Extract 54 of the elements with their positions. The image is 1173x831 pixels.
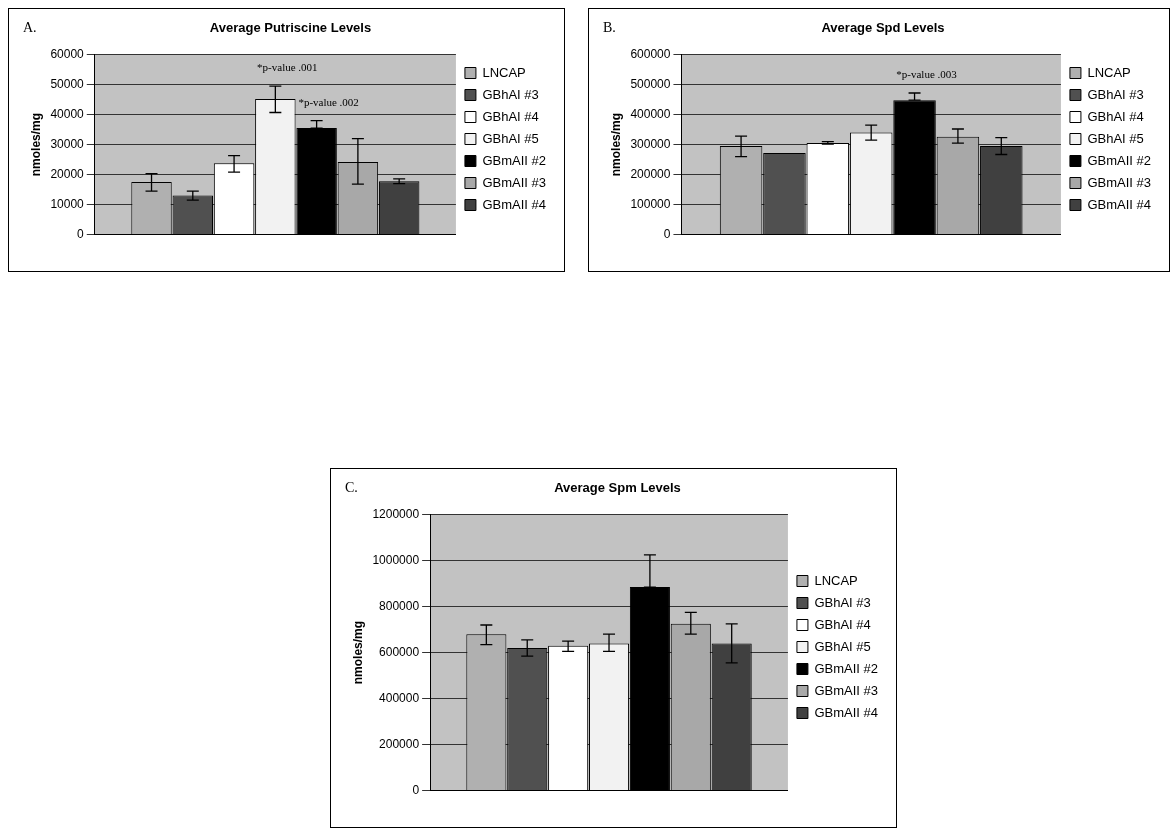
y-tick-label: 600000 (379, 644, 420, 659)
legend-label: GBmAII #4 (1087, 196, 1151, 212)
legend-label: GBmAII #4 (814, 704, 878, 720)
y-tick-label: 1200000 (372, 506, 420, 521)
legend-label: GBhAI #4 (814, 616, 871, 632)
chart-title: Average Spd Levels (821, 20, 945, 36)
legend-label: LNCAP (1087, 64, 1131, 80)
legend-label: GBmAII #2 (482, 152, 546, 168)
legend-label: GBhAI #3 (814, 594, 871, 610)
y-tick-label: 30000 (50, 136, 85, 151)
data-label: *p-value .002 (298, 95, 359, 108)
legend-label: GBhAI #3 (1087, 86, 1144, 102)
y-tick-label: 20000 (50, 166, 85, 181)
y-tick-label: 400000 (379, 690, 420, 705)
y-tick-label: 200000 (379, 736, 420, 751)
chart-title: Average Putriscine Levels (209, 20, 372, 36)
y-axis-title: nmoles/mg (608, 112, 623, 177)
y-tick-label: 0 (77, 226, 85, 241)
legend-label: GBhAI #5 (1087, 130, 1144, 146)
y-tick-label: 400000 (630, 106, 671, 121)
y-axis-title: nmoles/mg (350, 620, 365, 685)
legend-label: GBhAI #5 (814, 638, 871, 654)
y-tick-label: 0 (412, 782, 420, 797)
data-label: *p-value .001 (257, 61, 318, 74)
y-tick-label: 100000 (630, 196, 671, 211)
y-tick-label: 200000 (630, 166, 671, 181)
legend-label: GBmAII #3 (482, 174, 546, 190)
y-tick-label: 1000000 (372, 552, 420, 567)
y-tick-label: 50000 (50, 76, 85, 91)
y-tick-label: 800000 (379, 598, 420, 613)
chart-title: Average Spm Levels (554, 480, 681, 496)
y-tick-label: 60000 (50, 46, 85, 61)
legend-label: GBmAII #3 (1087, 174, 1151, 190)
y-tick-label: 0 (663, 226, 671, 241)
text: C. (345, 479, 358, 495)
y-tick-label: 40000 (50, 106, 85, 121)
data-label: *p-value .003 (896, 68, 958, 81)
text: B. (603, 19, 616, 35)
y-tick-label: 300000 (630, 136, 671, 151)
legend-label: GBhAI #4 (1087, 108, 1144, 124)
legend-label: LNCAP (482, 64, 526, 80)
legend-label: GBhAI #4 (482, 108, 539, 124)
legend-label: GBhAI #5 (482, 130, 539, 146)
y-tick-label: 10000 (50, 196, 85, 211)
legend-label: GBmAII #2 (814, 660, 878, 676)
text: A. (23, 19, 37, 35)
legend-label: LNCAP (814, 572, 858, 588)
legend-label: GBmAII #4 (482, 196, 546, 212)
y-axis-title: nmoles/mg (28, 112, 43, 177)
legend-label: GBhAI #3 (482, 86, 539, 102)
legend-label: GBmAII #3 (814, 682, 878, 698)
y-tick-label: 500000 (630, 76, 671, 91)
y-tick-label: 600000 (630, 46, 671, 61)
legend-label: GBmAII #2 (1087, 152, 1151, 168)
